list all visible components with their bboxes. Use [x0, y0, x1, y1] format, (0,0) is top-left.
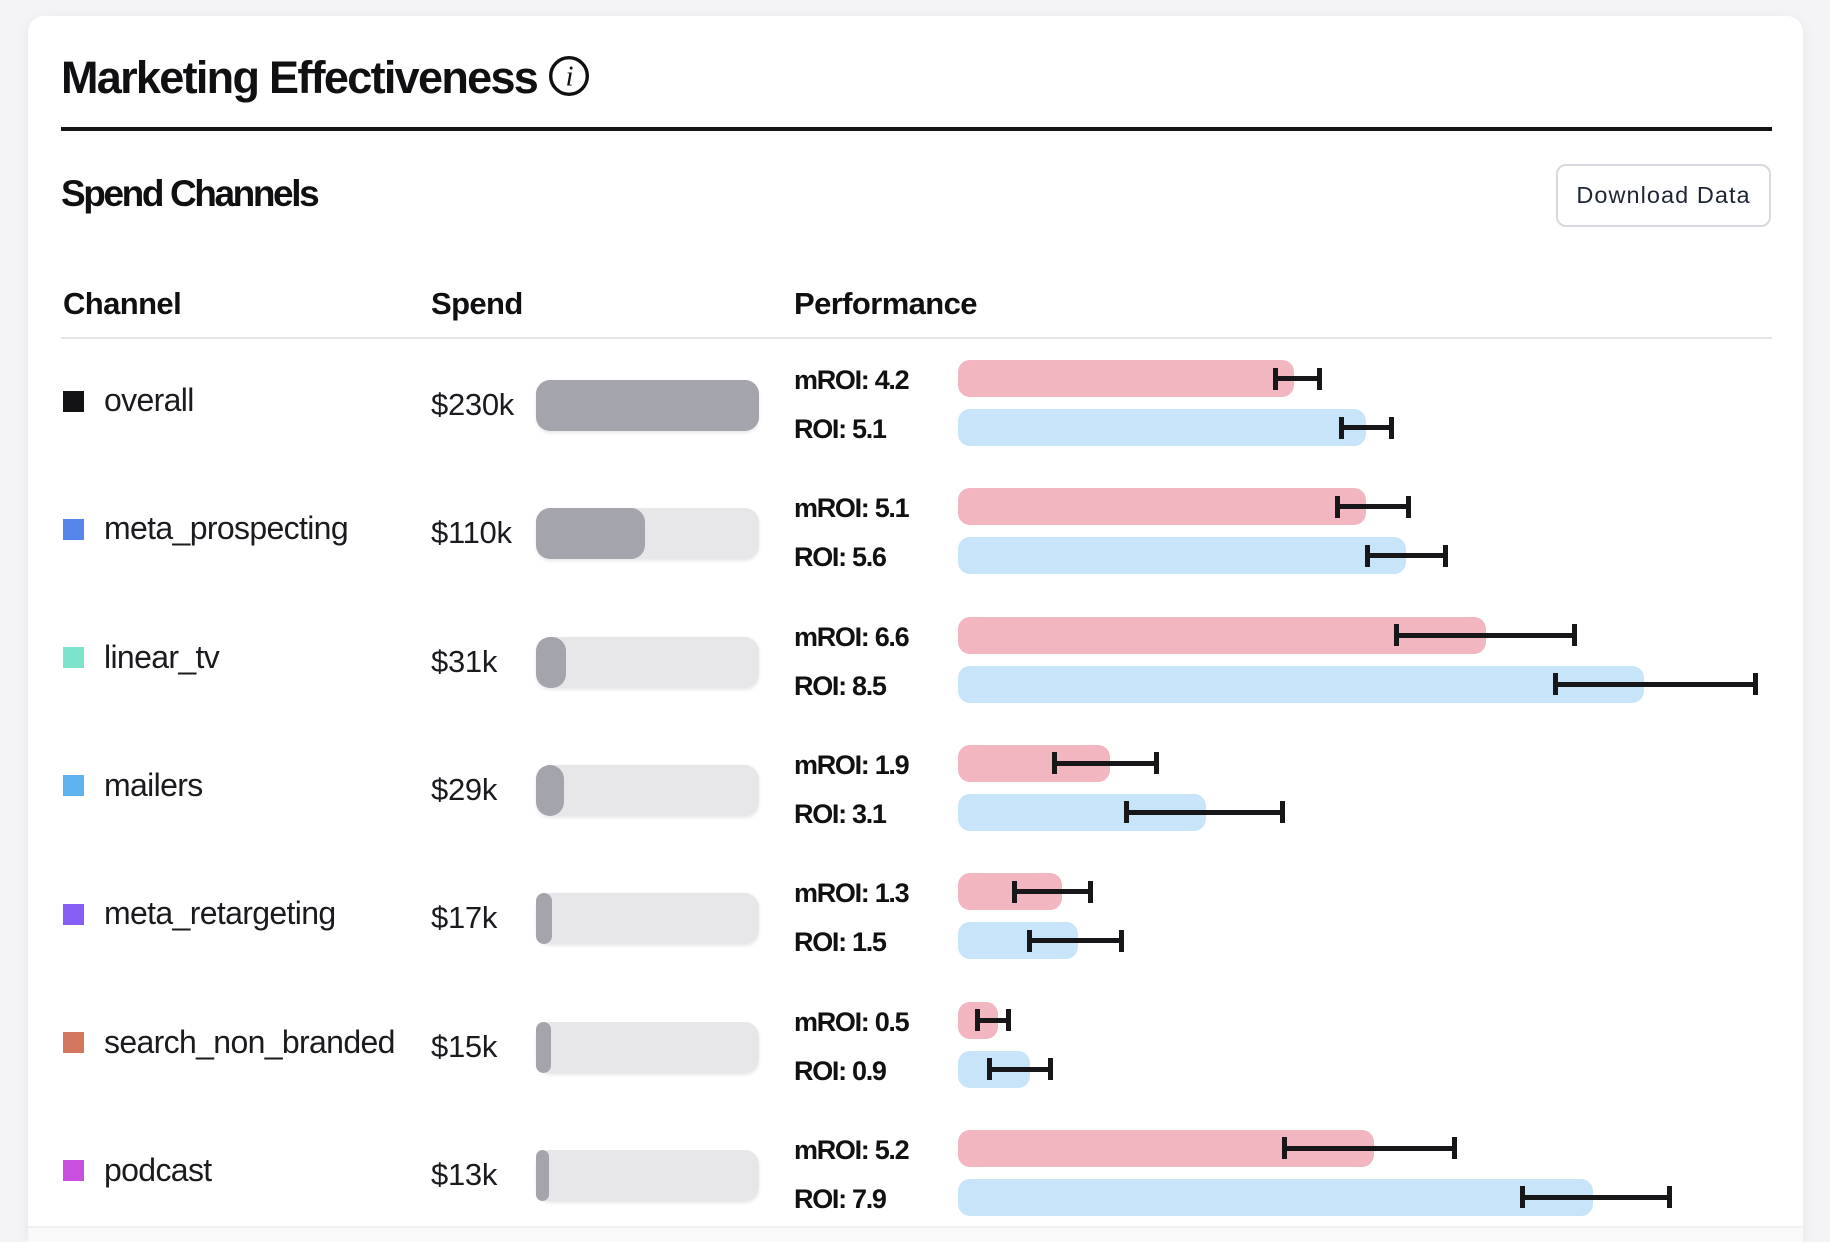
svg-text:i: i	[565, 61, 573, 93]
